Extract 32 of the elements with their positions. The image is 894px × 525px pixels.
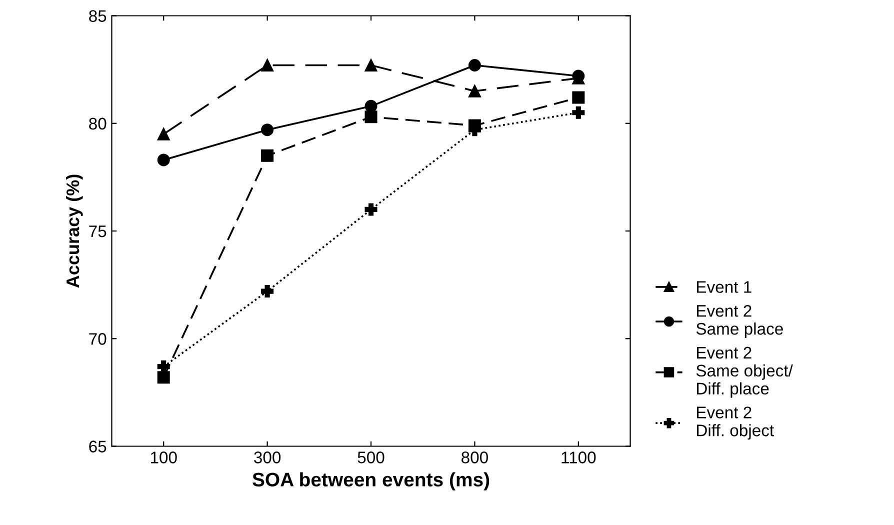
point xyxy=(157,371,170,384)
point xyxy=(468,119,481,132)
point xyxy=(157,154,170,166)
legend-label: Event 1 xyxy=(697,281,752,293)
legend-label: Event 2 Same place xyxy=(696,304,783,338)
x-axis-title: SOA between events (ms) xyxy=(252,472,490,490)
legend-label: Event 2 Diff. object xyxy=(697,406,774,440)
y-tick-label: 75 xyxy=(89,226,106,238)
point xyxy=(261,149,274,162)
point xyxy=(468,59,481,72)
x-tick-label: 100 xyxy=(150,452,177,464)
point xyxy=(364,203,378,216)
point xyxy=(572,91,585,104)
point xyxy=(364,110,378,124)
y-axis-title: Accuracy (%) xyxy=(66,174,83,288)
point xyxy=(468,84,481,98)
y-tick-label: 70 xyxy=(89,333,106,345)
x-tick-label: 1100 xyxy=(562,452,596,464)
x-tick-label: 500 xyxy=(358,452,384,464)
x-tick-label: 800 xyxy=(462,452,488,464)
y-tick-label: 65 xyxy=(89,440,106,452)
point xyxy=(261,124,274,136)
point xyxy=(157,128,170,140)
y-tick-label: 80 xyxy=(89,118,106,130)
x-tick-label: 300 xyxy=(254,452,281,464)
point xyxy=(364,100,378,112)
point xyxy=(572,106,585,119)
point xyxy=(364,59,378,72)
y-tick-label: 85 xyxy=(89,10,106,22)
point xyxy=(261,59,274,72)
point xyxy=(261,285,274,298)
legend-label: Event 2 Same object/ Diff. place xyxy=(696,346,793,398)
